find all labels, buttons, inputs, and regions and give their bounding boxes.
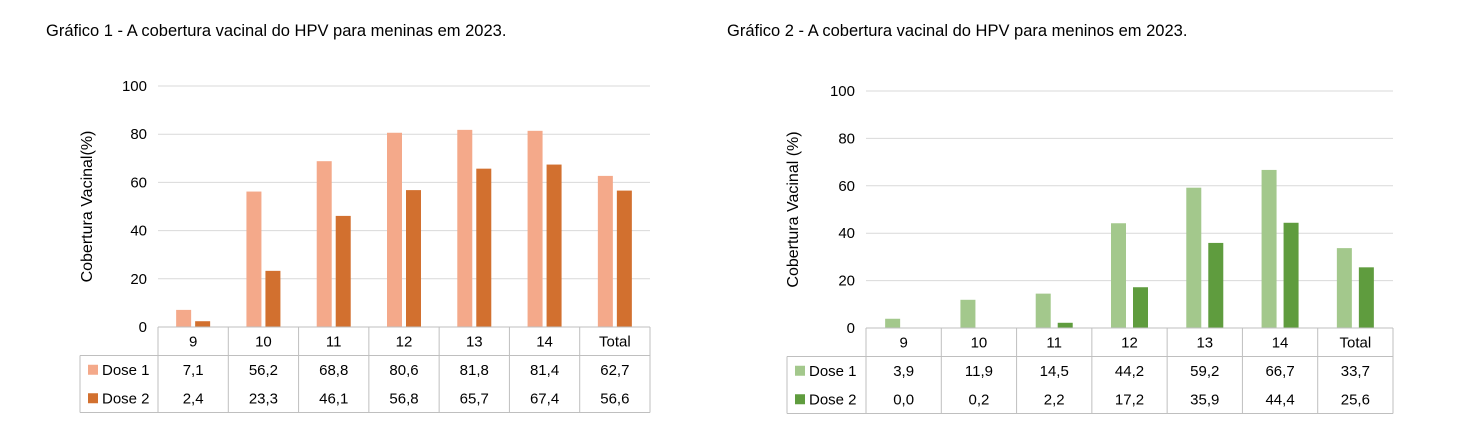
chart-2-bar-dose1 — [1111, 223, 1126, 328]
chart-2-bar-dose1 — [1035, 293, 1051, 328]
chart-1-bar-dose1 — [597, 175, 613, 327]
chart-2-title: Gráfico 2 - A cobertura vacinal do HPV p… — [727, 22, 1188, 40]
chart-2-data-label: 3,9 — [893, 363, 914, 380]
chart-1-legend-label: Dose 2 — [102, 390, 150, 407]
chart-1-x-tick-label: 9 — [189, 333, 197, 350]
chart-1-bar-dose2 — [195, 321, 211, 327]
chart-2-bar-dose1 — [960, 299, 976, 328]
chart-1-bar-dose1 — [246, 191, 262, 327]
chart-2-data-label: 35,9 — [1190, 391, 1219, 408]
chart-1-data-label: 7,1 — [183, 362, 204, 379]
chart-1-data-label: 46,1 — [319, 390, 348, 407]
chart-2-bar-dose2 — [1358, 267, 1374, 328]
chart-2-bar-dose2 — [1208, 242, 1224, 328]
chart-1-data-label: 62,7 — [600, 362, 629, 379]
chart-2-x-tick-label: 10 — [971, 334, 988, 351]
chart-1-x-tick-label: 12 — [396, 333, 413, 350]
chart-2-y-tick-label: 0 — [847, 320, 855, 337]
chart-2-y-tick-label: 80 — [838, 130, 855, 147]
chart-1-bar-dose1 — [316, 161, 332, 327]
chart-2-legend-label: Dose 2 — [809, 391, 857, 408]
chart-1-y-tick-label: 40 — [130, 223, 147, 240]
chart-1-y-tick-label: 20 — [130, 271, 147, 288]
chart-1-y-axis-label: Cobertura Vacinal(%) — [79, 131, 96, 283]
chart-2-bar-dose2 — [1057, 322, 1073, 328]
chart-2-bar-dose2 — [1133, 287, 1148, 328]
chart-2-bar-dose1 — [1186, 187, 1202, 328]
chart-1-bar-dose1 — [387, 132, 402, 327]
chart-2-data-label: 44,2 — [1115, 363, 1144, 380]
chart-2-legend-label: Dose 1 — [809, 363, 857, 380]
chart-2-bar-dose1 — [1261, 169, 1277, 328]
chart-2-data-label: 11,9 — [965, 363, 993, 380]
chart-1-bar-dose2 — [265, 270, 281, 327]
chart-2-x-tick-label: 11 — [1046, 334, 1062, 351]
chart-2-y-tick-label: 40 — [838, 225, 855, 242]
chart-1-data-label: 65,7 — [460, 390, 489, 407]
chart-1-bar-dose2 — [476, 168, 492, 327]
chart-1-bar-dose2 — [616, 190, 632, 327]
chart-1-legend-label: Dose 1 — [102, 362, 150, 379]
chart-1-x-tick-label: 13 — [466, 333, 483, 350]
chart-2-data-label: 59,2 — [1190, 363, 1219, 380]
chart-1-bar-dose2 — [546, 164, 562, 327]
chart-2-y-tick-label: 20 — [838, 273, 855, 290]
chart-1-data-label: 81,8 — [460, 362, 489, 379]
chart-1-x-tick-label: 11 — [326, 333, 342, 350]
chart-2-data-label: 44,4 — [1265, 391, 1294, 408]
chart-2-x-tick-label: 14 — [1272, 334, 1289, 351]
chart-1-data-label: 2,4 — [183, 390, 204, 407]
chart-1-bar-dose2 — [335, 215, 351, 327]
chart-1-bar-dose2 — [406, 190, 421, 327]
chart-2-bar-dose1 — [1336, 248, 1352, 328]
chart-2-data-label: 66,7 — [1265, 363, 1294, 380]
chart-2-x-tick-label: Total — [1340, 334, 1372, 351]
chart-2-data-label: 0,2 — [968, 391, 989, 408]
chart-1-x-tick-label: 10 — [255, 333, 272, 350]
chart-1-data-label: 67,4 — [530, 390, 559, 407]
chart-1-legend-swatch — [88, 393, 98, 404]
chart-2-y-tick-label: 100 — [830, 83, 855, 100]
chart-2-y-tick-label: 60 — [838, 178, 855, 195]
chart-2-x-tick-label: 9 — [899, 334, 907, 351]
chart-1-data-label: 56,2 — [249, 362, 278, 379]
chart-1-data-label: 56,6 — [600, 390, 629, 407]
chart-1-y-tick-label: 60 — [130, 174, 147, 191]
chart-1-data-label: 56,8 — [389, 390, 418, 407]
chart-1-data-label: 80,6 — [389, 362, 418, 379]
chart-1-legend-swatch — [88, 364, 98, 375]
chart-2-y-axis-label: Cobertura Vacinal (%) — [785, 131, 802, 287]
chart-1-data-label: 81,4 — [530, 362, 559, 379]
chart-2-data-label: 0,0 — [893, 391, 914, 408]
chart-1-data-label: 68,8 — [319, 362, 348, 379]
chart-1-bar-dose1 — [176, 309, 192, 327]
chart-2-data-label: 17,2 — [1115, 391, 1144, 408]
chart-2-data-label: 33,7 — [1341, 363, 1370, 380]
chart-2-data-label: 14,5 — [1040, 363, 1069, 380]
chart-2-data-label: 2,2 — [1044, 391, 1065, 408]
chart-1-data-label: 23,3 — [249, 390, 278, 407]
chart-2-bar-dose1 — [885, 318, 901, 328]
chart-1-title: Gráfico 1 - A cobertura vacinal do HPV p… — [46, 22, 507, 40]
chart-1-y-tick-label: 100 — [122, 78, 147, 95]
chart-2-x-tick-label: 12 — [1121, 334, 1138, 351]
chart-1-x-tick-label: Total — [599, 333, 631, 350]
chart-1-y-tick-label: 0 — [139, 319, 147, 336]
chart-2-x-tick-label: 13 — [1196, 334, 1213, 351]
chart-2-bar-dose2 — [1283, 222, 1299, 328]
chart-2-legend-swatch — [795, 394, 805, 405]
chart-2-data-label: 25,6 — [1341, 391, 1370, 408]
chart-2-legend-swatch — [795, 365, 805, 376]
chart-1-x-tick-label: 14 — [536, 333, 553, 350]
chart-1-bar-dose1 — [527, 130, 543, 327]
chart-1-bar-dose1 — [457, 129, 473, 327]
chart-1-y-tick-label: 80 — [130, 126, 147, 143]
